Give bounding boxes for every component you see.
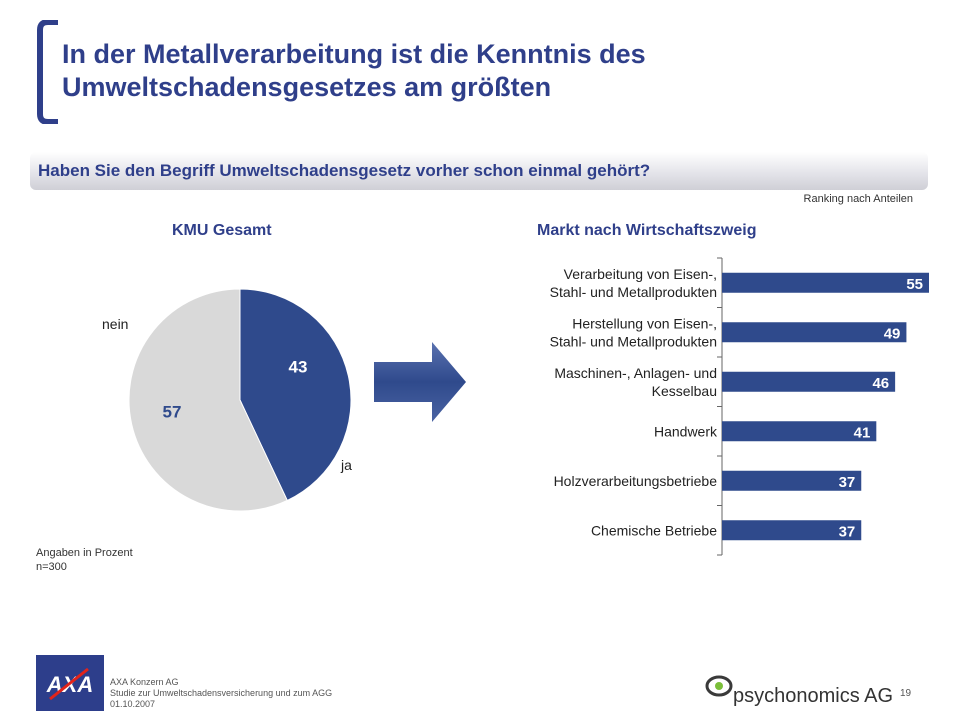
pie-chart: 43 57 (128, 288, 352, 512)
bar-category-label-1: Verarbeitung von Eisen-, (564, 266, 717, 282)
pie-value-label-ja: 43 (289, 357, 308, 376)
bar-1 (722, 272, 929, 293)
bar-6 (722, 520, 862, 541)
footer-info: AXA Konzern AG Studie zur Umweltschadens… (110, 677, 332, 710)
bar-category-label-2: Stahl- und Metallprodukten (550, 333, 717, 349)
page-title: In der Metallverarbeitung ist die Kenntn… (62, 39, 646, 102)
footnote-unit: Angaben in Prozent (36, 547, 133, 559)
bar-value-label-3: 46 (872, 375, 889, 392)
ranking-note: Ranking nach Anteilen (803, 193, 913, 205)
bar-2 (722, 322, 907, 343)
footnote: Angaben in Prozent n=300 (36, 546, 133, 574)
pie-slice-nein (128, 288, 288, 512)
bar-5 (722, 470, 862, 491)
bar-chart-title: Markt nach Wirtschaftszweig (537, 222, 757, 239)
bar-value-label-2: 49 (884, 325, 901, 342)
footer-company: AXA Konzern AG (110, 677, 179, 687)
pie-category-label-ja: ja (341, 457, 352, 473)
page-number: 19 (900, 688, 912, 699)
bar-category-label-3: Maschinen-, Anlagen- und (554, 365, 717, 381)
footer-date: 01.10.2007 (110, 699, 156, 709)
bar-category-label-2: Herstellung von Eisen-, (572, 315, 717, 331)
title-bracket (37, 20, 58, 124)
footer-study: Studie zur Umweltschadensversicherung un… (110, 688, 333, 698)
axa-logo: AXA (36, 655, 104, 711)
bar-category-label-3: Kesselbau (652, 383, 717, 399)
bar-category-label-5: Holzverarbeitungsbetriebe (554, 473, 718, 489)
bar-category-label-6: Chemische Betriebe (591, 522, 717, 538)
bar-3 (722, 371, 896, 392)
bar-value-label-5: 37 (839, 474, 856, 491)
bar-chart: 55 Verarbeitung von Eisen-, Stahl- und Met… (550, 257, 929, 556)
bar-value-label-4: 41 (854, 424, 871, 441)
pie-slice-ja (239, 288, 352, 502)
question-banner (30, 152, 928, 190)
pie-value-label-nein: 57 (163, 403, 182, 422)
survey-question: Haben Sie den Begriff Umweltschadensgese… (38, 161, 651, 180)
psychonomics-logo-text: psychonomics AG (733, 685, 893, 707)
bar-value-label-6: 37 (839, 523, 856, 540)
psychonomics-logo: psychonomics AG (705, 675, 893, 707)
bar-value-label-1: 55 (906, 276, 923, 293)
footnote-sample-size: n=300 (36, 561, 67, 573)
pie-category-label-nein: nein (102, 316, 129, 332)
pie-chart-title: KMU Gesamt (172, 222, 272, 239)
bar-category-label-4: Handwerk (654, 423, 718, 439)
bar-category-label-1: Stahl- und Metallprodukten (550, 284, 717, 300)
bar-4 (722, 421, 877, 442)
arrow-right-icon (374, 342, 466, 422)
